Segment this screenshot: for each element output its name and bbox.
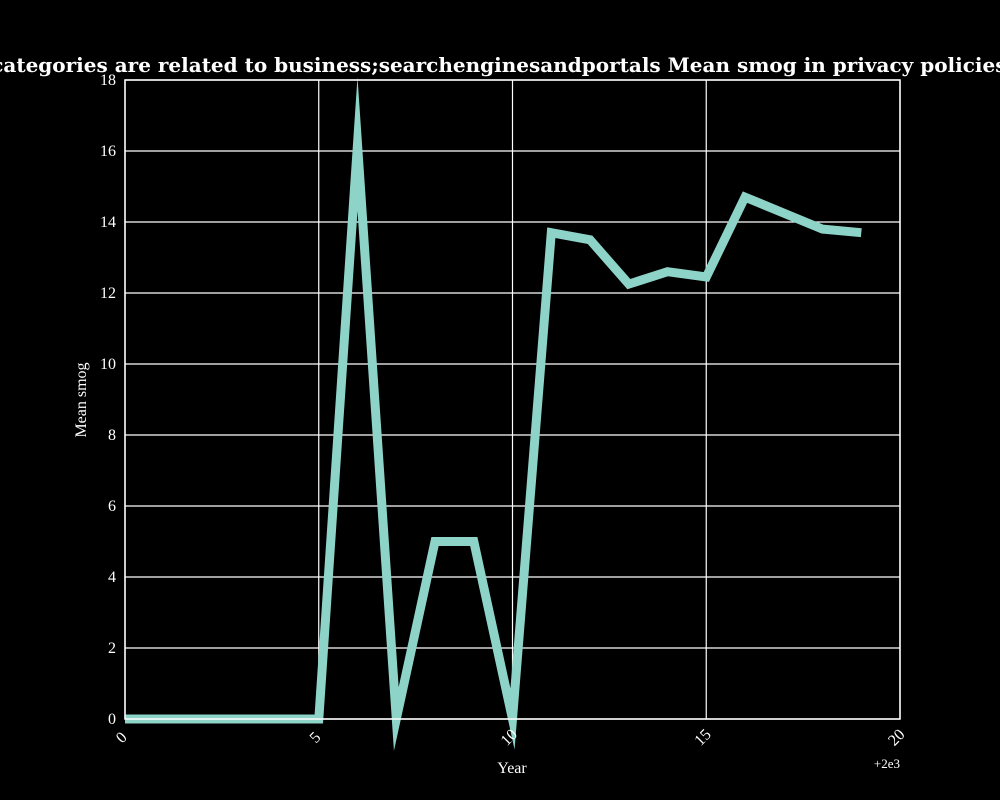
y-tick-label-6: 12: [100, 285, 116, 302]
y-tick-label-5: 10: [100, 356, 116, 373]
x-axis-label: Year: [497, 760, 527, 777]
y-tick-label-3: 6: [108, 498, 116, 515]
x-tick-labels: 0 5 10 15 20: [113, 726, 909, 749]
series-group: [125, 76, 862, 751]
y-tick-label-2: 4: [108, 569, 116, 586]
y-tick-label-0: 0: [108, 711, 116, 728]
x-tick-label-1: 5: [307, 729, 325, 747]
y-tick-labels: 0 2 4 6 8 10 12 14 16 18: [100, 72, 116, 728]
x-tick-label-2: 10: [498, 726, 521, 749]
y-tick-label-8: 16: [100, 143, 116, 160]
x-offset-label: +2e3: [874, 756, 900, 771]
plot-frame: [124, 79, 901, 720]
y-tick-label-9: 18: [100, 72, 116, 89]
x-tick-label-4: 20: [885, 726, 908, 749]
y-tick-label-4: 8: [108, 427, 116, 444]
series-line-0: [125, 76, 862, 751]
x-tick-label-3: 15: [691, 726, 714, 749]
x-tick-label-0: 0: [113, 729, 131, 747]
grid-lines: [124, 79, 901, 720]
y-tick-label-7: 14: [100, 214, 116, 231]
chart-title: when categories are related to business;…: [0, 53, 1000, 77]
y-axis-label: Mean smog: [73, 362, 90, 437]
y-tick-label-1: 2: [108, 640, 116, 657]
